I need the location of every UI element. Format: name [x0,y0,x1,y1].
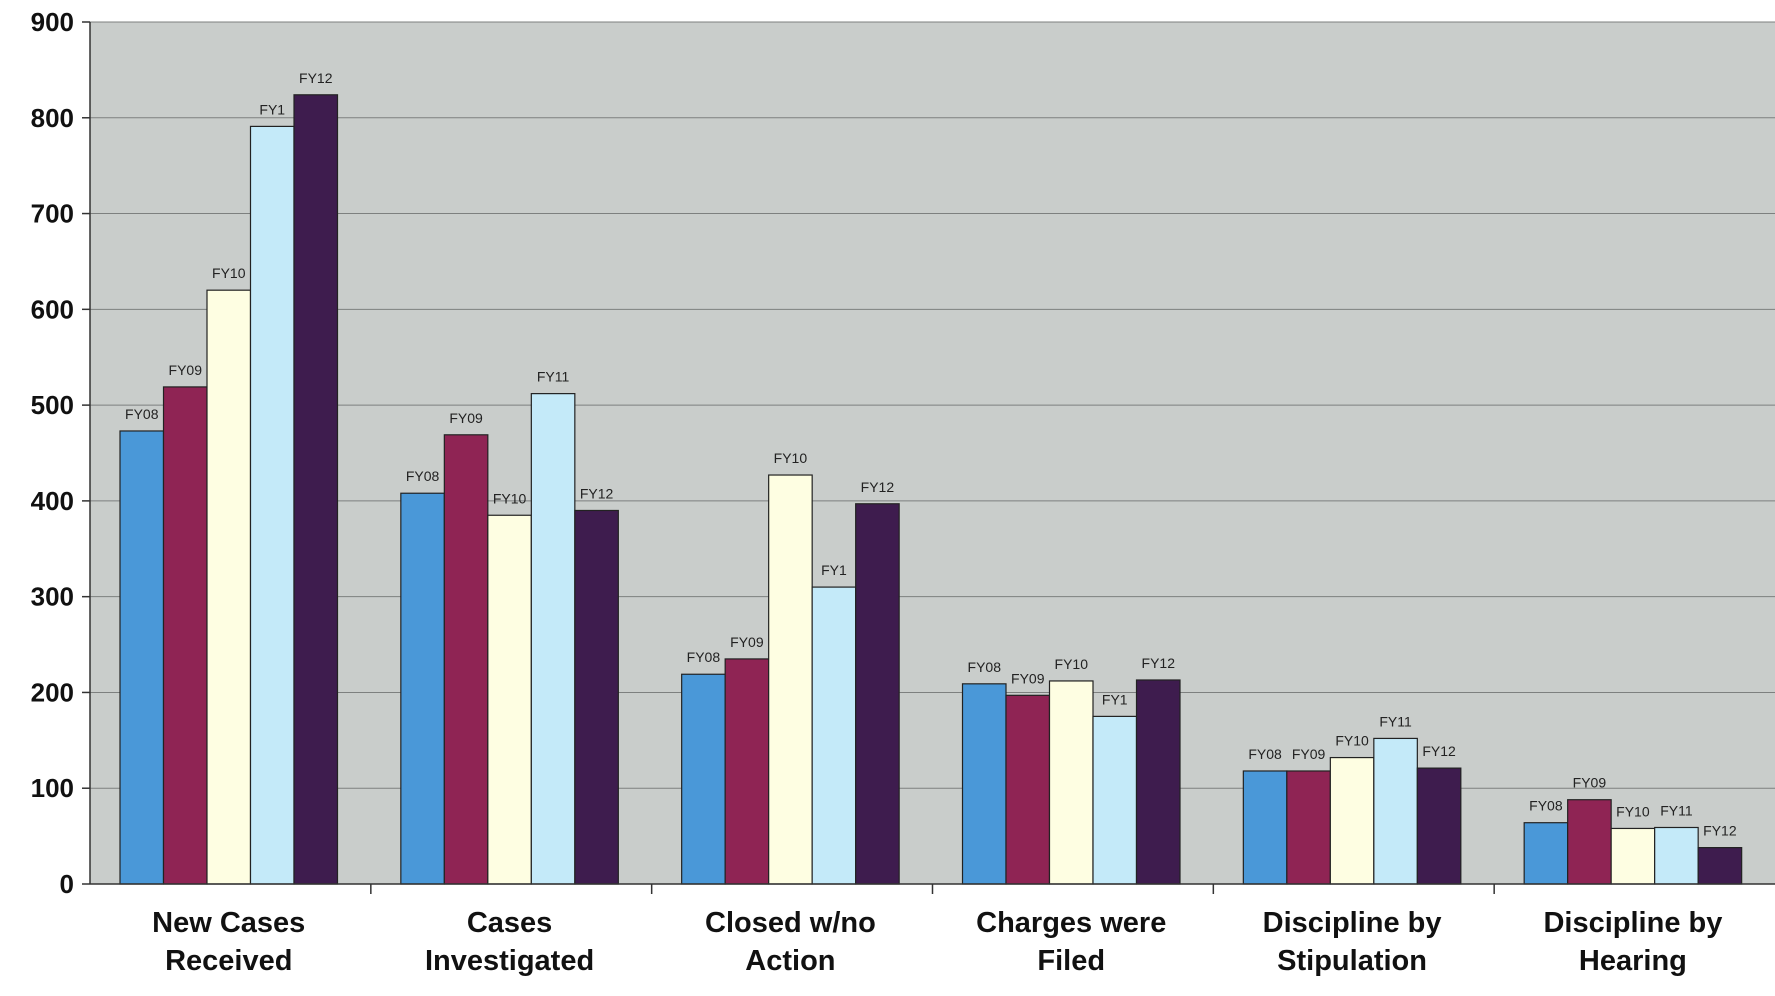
data-labels: FY08 FY09 FY10 FY1 FY12 FY08 FY09 FY10 FY11 FY12 F… [125,70,1737,839]
y-tick-label: 100 [31,773,74,803]
bar [1523,822,1569,885]
gridlines [90,21,1775,789]
bar [1092,715,1138,885]
category-label: Charges were Filed [976,907,1166,977]
category-label-line: Cases [467,907,552,939]
bar [1567,799,1612,885]
category-label: Discipline by Stipulation [1263,907,1442,977]
y-axis-ticks: 0 100 200 300 400 500 600 700 800 900 [31,7,74,899]
category-label: New Cases Received [152,907,305,977]
y-tick-label: 300 [31,582,74,612]
data-label: FY08 [687,649,721,665]
bar [530,393,576,885]
data-label: FY10 [1616,803,1650,819]
bar [574,509,619,885]
data-label: FY08 [1248,746,1282,762]
category-label-line: New Cases [152,907,305,939]
bar [1286,770,1331,885]
data-label: FY10 [1055,656,1089,672]
data-label: FY11 [1660,802,1693,818]
category-label-line: Discipline by [1543,907,1722,939]
data-label: FY10 [493,490,527,506]
y-tick-label: 400 [31,486,74,516]
category-label-line: Received [165,945,292,977]
category-label-line: Action [745,945,835,977]
data-label: FY12 [580,485,614,501]
bar [1329,756,1375,885]
data-label: FY12 [861,479,895,495]
bar [487,514,532,885]
category-label: Cases Investigated [425,907,594,977]
category-label-line: Charges were [976,907,1166,939]
plot-area [90,22,1775,884]
data-label: FY1 [821,562,847,578]
data-label: FY12 [299,70,333,86]
bar [1610,827,1656,885]
bar [1135,679,1181,885]
data-label: FY11 [537,369,570,385]
data-label: FY10 [212,265,246,281]
data-label: FY1 [259,101,285,117]
data-label: FY09 [1011,670,1045,686]
bar [1373,737,1418,885]
data-label: FY09 [730,634,764,650]
y-tick-label: 500 [31,390,74,420]
bar [1416,767,1462,885]
bar [1242,770,1288,885]
data-label: FY10 [1335,733,1369,749]
bar [961,683,1007,885]
data-label: FY08 [1529,798,1563,814]
data-label: FY12 [1142,655,1176,671]
bar [206,289,252,885]
bar [1697,847,1743,885]
y-tick-label: 800 [31,103,74,133]
bar [681,673,726,885]
data-label: FY09 [1573,775,1607,791]
bar [400,492,445,885]
bar [1654,826,1699,885]
data-label: FY1 [1102,691,1128,707]
bar [443,434,489,885]
bar [1005,694,1051,885]
data-label: FY08 [406,468,440,484]
axes [82,21,1775,894]
category-label: Closed w/no Action [705,907,876,977]
category-label-line: Filed [1037,945,1105,977]
data-label: FY09 [449,410,483,426]
bar [768,474,813,885]
y-tick-label: 600 [31,294,74,324]
data-label: FY12 [1703,823,1737,839]
bar [724,658,770,885]
bar [162,386,208,885]
category-labels: New Cases Received Cases Investigated Closed… [152,907,1722,977]
bar [249,125,295,885]
category-label-line: Closed w/no [705,907,876,939]
bar [1048,680,1094,885]
category-label: Discipline by Hearing [1543,907,1722,977]
bar [811,586,857,885]
y-tick-label: 200 [31,677,74,707]
data-label: FY09 [1292,746,1326,762]
category-label-line: Hearing [1579,945,1687,977]
bar [119,430,165,885]
y-tick-label: 0 [60,869,74,899]
data-label: FY08 [125,406,159,422]
category-label-line: Stipulation [1277,945,1427,977]
data-label: FY09 [169,362,203,378]
y-tick-label: 700 [31,199,74,229]
bar [293,94,339,885]
data-label: FY12 [1422,743,1456,759]
bars [119,94,1743,885]
y-tick-label: 900 [31,7,74,37]
data-label: FY11 [1379,713,1412,729]
data-label: FY10 [774,450,808,466]
data-label: FY08 [968,659,1002,675]
category-label-line: Discipline by [1263,907,1442,939]
bar [855,503,900,885]
category-label-line: Investigated [425,945,594,977]
